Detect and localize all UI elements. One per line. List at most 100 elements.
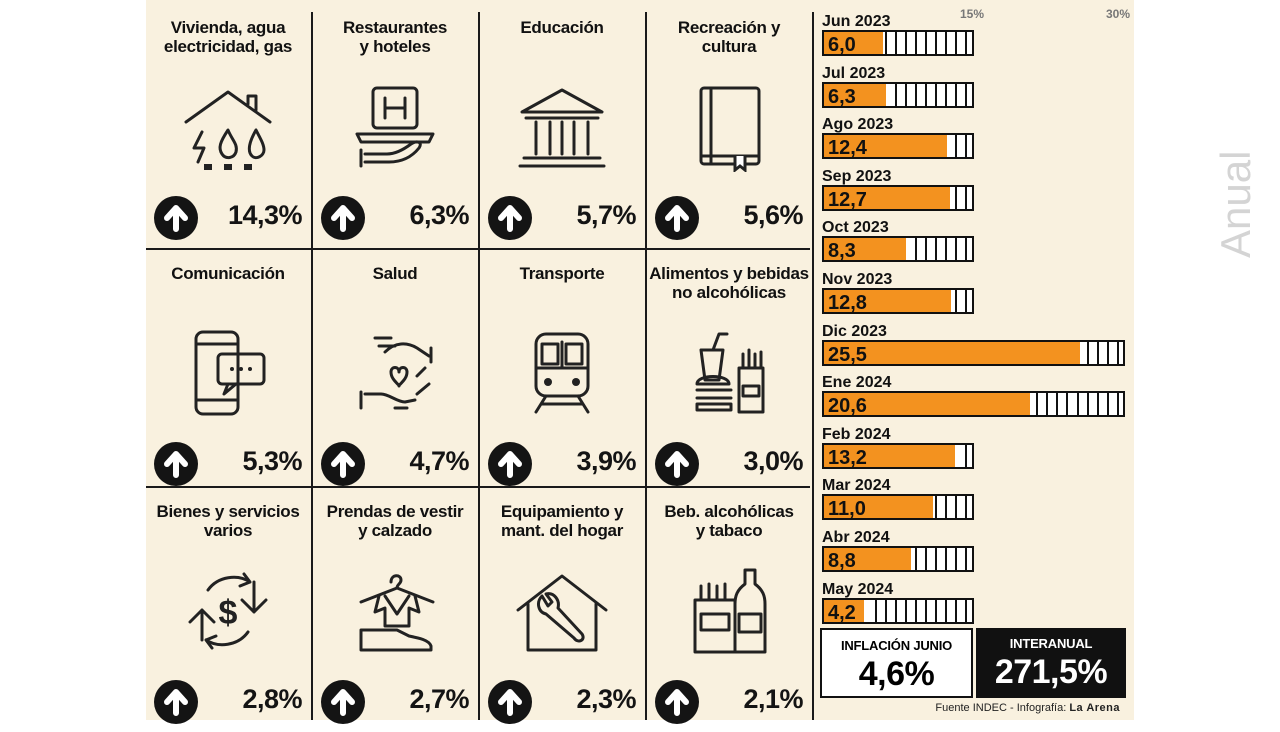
bar-stripe [935, 548, 938, 570]
bar-stripe [925, 238, 928, 261]
bar-stripe [904, 32, 907, 54]
bar-track: 20,6 [822, 391, 1125, 418]
bar-value-label: 12,4 [828, 137, 867, 160]
category-cell: Comunicación 5,3% [146, 250, 310, 494]
bar-stripe [894, 599, 897, 622]
category-percent: 5,6% [743, 200, 803, 230]
category-percent: 4,7% [409, 446, 469, 476]
category-cell: Restaurantes y hoteles 6,3% [313, 4, 477, 248]
monthly-inflation-value: 4,6% [858, 655, 935, 693]
month-label: Abr 2024 [822, 529, 890, 546]
category-cell: Alimentos y bebidas no alcohólicas 3,0% [647, 250, 811, 494]
bar-stripe [884, 32, 887, 54]
bar-track: 25,5 [822, 339, 1125, 366]
bar-fill [824, 32, 883, 54]
bar-fill [824, 548, 911, 570]
bar-stripe [965, 599, 968, 622]
category-cell: Equipamiento y mant. del hogar 2,3% [480, 488, 644, 732]
bar-stripe [955, 548, 958, 570]
category-title: Beb. alcohólicas y tabaco [664, 502, 794, 540]
annual-side-text: Anual [1212, 151, 1259, 258]
month-label: Jul 2023 [822, 64, 886, 82]
bar-stripe [945, 599, 948, 622]
bar-track: 13,2 [822, 442, 974, 469]
bar-stripe [935, 599, 938, 622]
bar-value-label: 4,2 [828, 601, 856, 624]
bottle-cigarettes-icon [679, 566, 779, 656]
grid-divider [645, 12, 647, 720]
bar-stripe [955, 186, 958, 209]
bar-stripe [914, 32, 917, 54]
bar-stripe [1096, 393, 1099, 416]
bar-stripe [935, 83, 938, 106]
bar-track: 12,4 [822, 133, 974, 160]
bar-value-label: 25,5 [828, 343, 867, 366]
category-cell: Salud 4,7% [313, 250, 477, 494]
arrow-up-icon [321, 680, 365, 724]
bar-fill [824, 444, 956, 467]
month-label: Oct 2023 [822, 219, 889, 237]
bar-value-label: 20,6 [828, 395, 867, 418]
bar-stripe [1116, 341, 1119, 364]
bar-stripe [965, 32, 968, 54]
bar-track: 11,0 [822, 494, 974, 521]
building-columns-icon [512, 82, 612, 172]
bar-stripe [935, 32, 938, 54]
arrow-up-icon [655, 680, 699, 724]
bar-stripe [945, 548, 948, 570]
arrow-up-icon [154, 196, 198, 240]
bar-value-label: 13,2 [828, 446, 867, 469]
category-percent: 5,3% [242, 446, 302, 476]
month-label: Feb 2024 [822, 425, 891, 443]
bar-stripe [914, 599, 917, 622]
bar-stripe [965, 548, 968, 570]
bar-fill [824, 135, 948, 158]
bar-stripe [935, 238, 938, 261]
scale-tick-label: 30% [1106, 7, 1131, 21]
svg-text:$: $ [219, 594, 238, 632]
bar-stripe [965, 444, 968, 467]
food-drink-icon [679, 328, 779, 418]
arrow-up-icon [154, 680, 198, 724]
bar-stripe [1076, 393, 1079, 416]
bar-stripe [955, 238, 958, 261]
bar-stripe [914, 83, 917, 106]
hotel-service-icon [345, 82, 445, 172]
bar-track: 8,8 [822, 546, 974, 572]
monthly-inflation-label: INFLACIÓN JUNIO [840, 638, 953, 653]
bar-track: 6,3 [822, 81, 974, 108]
bar-fill [824, 238, 906, 261]
bar-track: 12,8 [822, 288, 974, 314]
month-label: Jun 2023 [822, 13, 891, 30]
category-cell: Transporte 3,9% [480, 250, 644, 494]
bar-stripe [874, 599, 877, 622]
bar-stripe [955, 290, 958, 312]
arrow-up-icon [488, 680, 532, 724]
bar-stripe [1106, 393, 1109, 416]
bar-fill [824, 496, 934, 519]
category-title: Recreación y cultura [677, 18, 781, 56]
bar-stripe [955, 83, 958, 106]
category-cell: Prendas de vestir y calzado 2,7% [313, 488, 477, 732]
bar-stripe [1116, 393, 1119, 416]
category-title: Comunicación [171, 264, 285, 283]
arrow-up-icon [321, 442, 365, 486]
bar-stripe [1066, 393, 1069, 416]
bar-stripe [1056, 393, 1059, 416]
bar-stripe [955, 599, 958, 622]
bar-stripe [945, 83, 948, 106]
bar-stripe [1036, 393, 1039, 416]
category-title: Prendas de vestir y calzado [326, 502, 464, 540]
category-cell: Vivienda, agua electricidad, gas 14,3% [146, 4, 310, 248]
category-title: Restaurantes y hoteles [342, 18, 448, 56]
category-percent: 2,8% [242, 684, 302, 714]
bar-track: 4,2 [822, 597, 974, 624]
infographic-panel: Vivienda, agua electricidad, gas 14,3% Re… [146, 0, 1259, 724]
category-percent: 5,7% [576, 200, 636, 230]
category-title: Alimentos y bebidas no alcohólicas [649, 264, 809, 302]
bar-value-label: 8,8 [828, 550, 856, 572]
category-title: Bienes y servicios varios [156, 502, 300, 540]
category-percent: 2,3% [576, 684, 636, 714]
bar-stripe [965, 135, 968, 158]
month-label: Sep 2023 [822, 167, 892, 185]
